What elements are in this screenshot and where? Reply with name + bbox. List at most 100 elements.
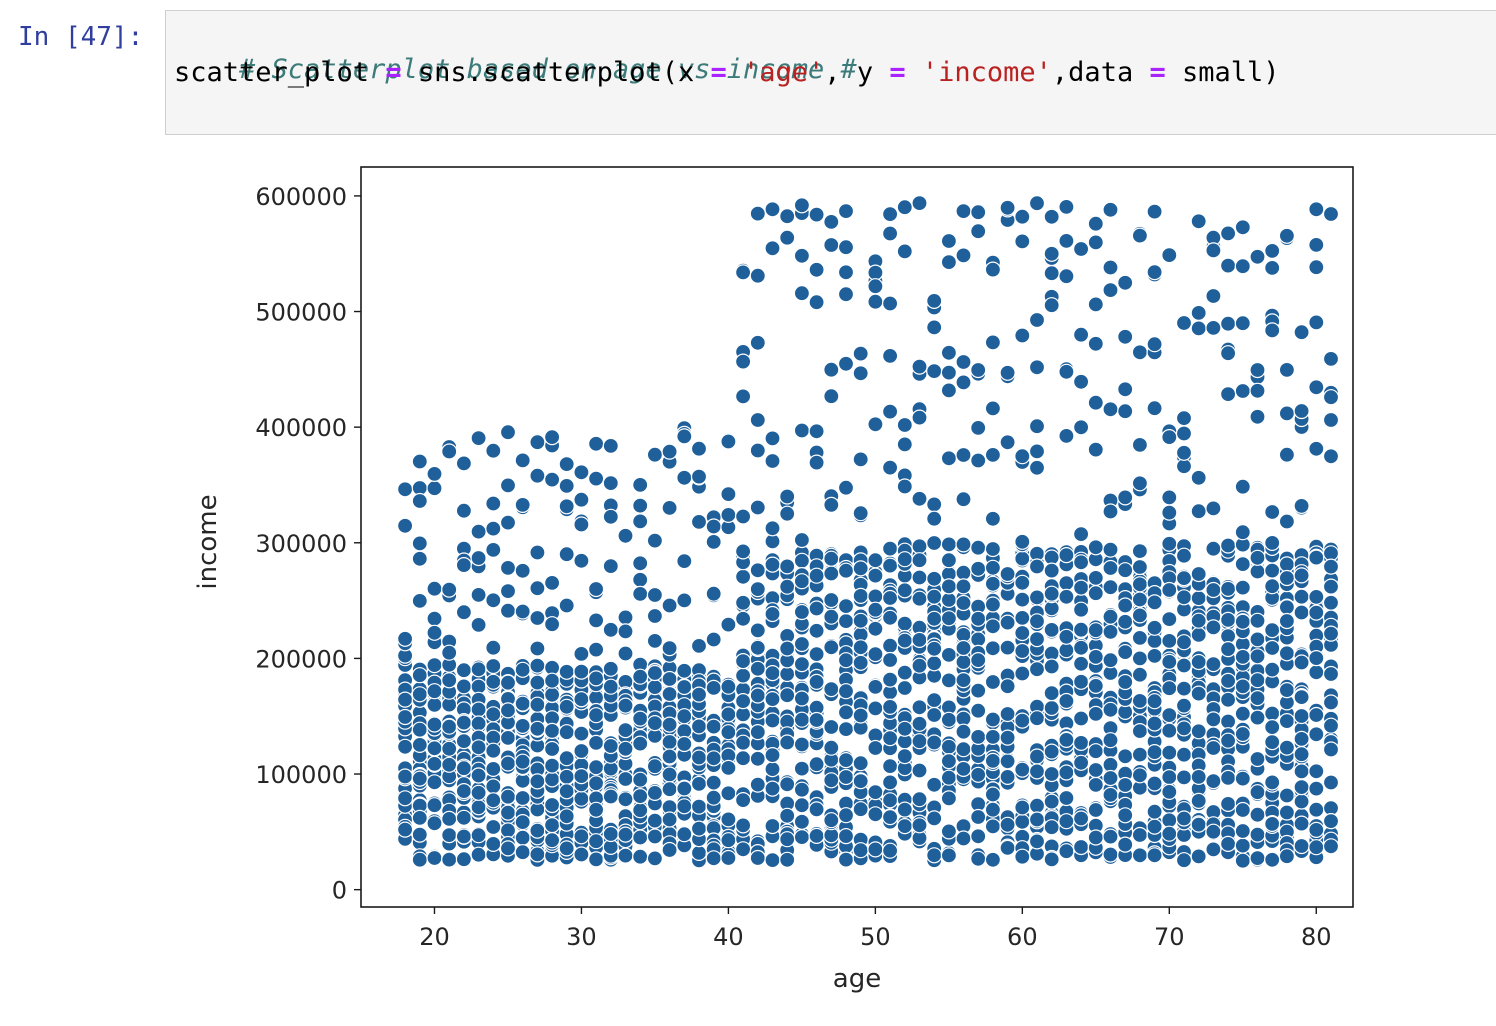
code-cell-input[interactable]: # Scatterplot based on age vs income # s…: [165, 10, 1496, 135]
scatter-point: [940, 536, 958, 553]
scatter-point: [411, 453, 428, 470]
scatter-point: [1205, 319, 1222, 336]
scatter-point: [1028, 311, 1046, 329]
scatter-point: [690, 718, 708, 735]
scatter-point: [793, 813, 811, 830]
scatter-point: [867, 645, 884, 663]
scatter-point: [558, 750, 575, 767]
scatter-point: [529, 846, 546, 863]
scatter-point: [1117, 673, 1134, 691]
scatter-point: [397, 691, 414, 708]
scatter-point: [499, 702, 517, 719]
scatter-point: [940, 591, 958, 609]
scatter-point: [1146, 693, 1163, 710]
scatter-point: [808, 454, 825, 471]
scatter-point: [1308, 604, 1325, 621]
scatter-point: [1278, 712, 1296, 730]
scatter-point: [852, 707, 869, 724]
scatter-point: [1161, 632, 1178, 650]
scatter-point: [676, 428, 693, 445]
scatter-point: [793, 197, 811, 214]
y-axis-label: income: [193, 494, 223, 589]
scatter-point: [1205, 655, 1222, 673]
scatter-point: [1264, 621, 1281, 639]
scatter-point: [837, 751, 855, 769]
scatter-point: [720, 706, 737, 723]
scatter-point: [764, 690, 781, 708]
scatter-point: [1205, 242, 1222, 259]
scatter-point: [690, 440, 708, 457]
scatter-point: [823, 236, 840, 254]
scatter-point: [1249, 709, 1266, 726]
scatter-point: [779, 807, 796, 824]
scatter-point: [1278, 681, 1296, 699]
scatter-point: [999, 839, 1016, 857]
scatter-point: [1264, 661, 1281, 678]
scatter-point: [911, 817, 928, 834]
scatter-point: [1043, 265, 1060, 282]
scatter-point: [970, 452, 987, 469]
scatter-point: [881, 792, 899, 809]
scatter-point: [558, 456, 575, 473]
scatter-point: [426, 656, 443, 674]
scatter-point: [705, 631, 722, 648]
scatter-point: [1264, 718, 1281, 736]
scatter-point: [514, 789, 531, 807]
scatter-point: [1102, 786, 1119, 804]
scatter-point: [1234, 382, 1251, 400]
scatter-point: [1087, 394, 1104, 411]
scatter-point: [837, 720, 855, 738]
scatter-point: [1102, 846, 1119, 863]
scatter-point: [823, 608, 840, 625]
scatter-point: [867, 601, 884, 618]
scatter-point: [911, 657, 928, 674]
scatter-point: [1072, 554, 1090, 571]
scatter-point: [764, 780, 781, 797]
scatter-point: [1087, 335, 1104, 352]
scatter-point: [926, 610, 943, 627]
scatter-point: [617, 697, 634, 714]
scatter-point: [926, 810, 943, 827]
code-op-assign: =: [385, 57, 402, 88]
scatter-point: [808, 645, 825, 663]
scatter-point: [911, 699, 928, 716]
scatter-point: [455, 809, 472, 826]
scatter-point: [793, 797, 811, 814]
scatter-point: [999, 565, 1016, 583]
scatter-point: [970, 702, 987, 719]
scatter-point: [1028, 418, 1046, 435]
scatter-point: [455, 828, 472, 845]
scatter-point: [558, 783, 575, 800]
scatter-point: [1087, 569, 1104, 587]
scatter-point: [970, 728, 987, 746]
scatter-point: [881, 757, 899, 775]
scatter-point: [896, 632, 913, 649]
scatter-point: [499, 729, 517, 747]
scatter-point: [1043, 765, 1060, 783]
scatter-point: [587, 470, 605, 487]
scatter-point: [1219, 225, 1237, 242]
scatter-point: [426, 624, 443, 641]
scatter-point: [1131, 591, 1149, 608]
scatter-point: [1219, 691, 1237, 708]
scatter-point: [1146, 203, 1163, 220]
scatter-point: [734, 667, 752, 684]
scatter-point: [455, 662, 472, 679]
scatter-point: [426, 580, 443, 597]
scatter-point: [940, 646, 958, 664]
scatter-point: [529, 720, 546, 737]
scatter-point: [661, 781, 678, 798]
scatter-point: [558, 724, 575, 741]
scatter-point: [837, 612, 855, 630]
scatter-point: [543, 771, 561, 788]
scatter-point: [955, 760, 972, 778]
scatter-point: [1014, 233, 1031, 250]
scatter-point: [808, 756, 825, 773]
scatter-point: [455, 678, 472, 695]
scatter-point: [984, 540, 1002, 558]
scatter-point: [926, 319, 943, 336]
scatter-point: [764, 664, 781, 682]
scatter-point: [1087, 677, 1104, 695]
scatter-point: [1190, 503, 1207, 520]
scatter-point: [734, 388, 752, 405]
